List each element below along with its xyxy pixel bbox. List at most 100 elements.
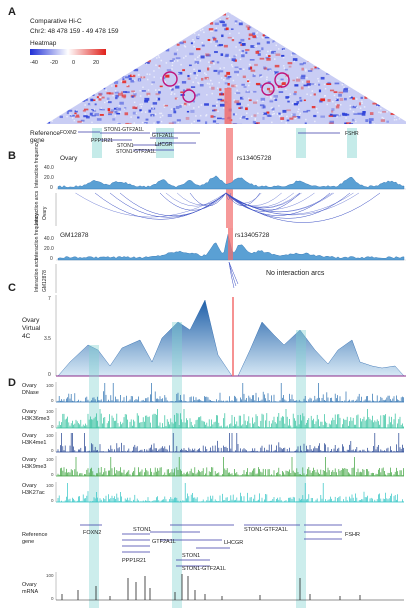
heatmap-cell [192,38,194,41]
heatmap-cell [90,81,92,84]
heatmap-cell [237,14,240,17]
heatmap-cell [335,98,337,101]
heatmap-cell [213,63,215,65]
heatmap-cell [393,34,395,36]
heatmap-cell [112,60,115,62]
heatmap-cell [201,28,204,31]
heatmap-cell [48,79,52,82]
heatmap-cell [144,123,147,124]
heatmap-cell [78,34,81,37]
heatmap-cell [268,30,273,33]
heatmap-cell [192,100,195,103]
heatmap-cell [239,117,242,120]
heatmap-cell [247,27,250,31]
heatmap-cell [112,59,117,62]
heatmap-cell [66,67,71,70]
heatmap-cell [197,106,200,108]
heatmap-cell [170,87,173,90]
heatmap-cell [128,77,132,81]
heatmap-cell [178,71,183,75]
heatmap-cell [173,60,176,62]
heatmap-cell [341,27,345,31]
heatmap-cell [82,39,88,41]
heatmap-cell [267,12,269,14]
heatmap-cell [160,77,162,79]
heatmap-cell [335,105,340,109]
heatmap-cell [93,34,98,37]
freq-ovary-area [57,175,405,190]
heatmap-cell [107,66,110,70]
heatmap-cell [273,97,276,100]
heatmap-cell [76,114,80,117]
heatmap-cell [83,108,89,111]
heatmap-cell [183,18,186,20]
heatmap-cell [110,49,112,51]
heatmap-cell [306,93,308,95]
heatmap-cell [143,31,145,33]
heatmap-cell [198,82,200,85]
heatmap-cell [371,54,373,56]
heatmap-cell [211,86,215,90]
heatmap-cell [52,20,58,23]
heatmap-cell [82,109,86,112]
heatmap-cell [211,60,215,63]
heatmap-cell [171,68,173,70]
heatmap-cell [176,119,181,122]
heatmap-cell [128,48,133,51]
heatmap-cell [146,26,148,29]
heatmap-cell [100,107,102,110]
heatmap-cell [51,120,53,122]
heatmap-cell [339,34,344,37]
heatmap-cell [379,86,383,89]
heatmap-cell [331,29,333,31]
heatmap-cell [175,57,181,60]
heatmap-cell [313,30,316,32]
heatmap-cell [277,72,279,75]
heatmap-cell [301,81,304,83]
heatmap-cell [65,77,68,80]
heatmap-cell [186,110,190,113]
heatmap-cell [273,72,275,74]
heatmap-cell [98,75,100,78]
heatmap-cell [95,73,97,76]
heatmap-cell [373,47,378,51]
heatmap-cell [111,40,114,42]
arcs-axis-label-gm: Interaction arcs [34,257,40,292]
track-min-tick: 0 [51,448,54,453]
heatmap-cell [91,55,96,58]
heatmap-cell [291,102,294,105]
heatmap-cell [59,20,64,24]
heatmap-cell [313,93,316,96]
heatmap-cell [126,85,130,88]
heatmap-cell [54,105,59,108]
heatmap-cell [131,74,133,77]
heatmap-cell [259,74,263,77]
heatmap-cell [193,107,195,109]
heatmap-cell [110,109,115,112]
heatmap-cell [71,39,73,41]
gene-label: STON1-GTF2A1L [116,149,156,155]
heatmap-cell [158,89,160,91]
heatmap-cell [377,71,381,74]
heatmap-cell [69,29,75,32]
heatmap-cell [307,49,309,51]
heatmap-cell [127,42,131,45]
heatmap-cell [63,41,68,45]
heatmap-cell [241,83,245,86]
heatmap-cell [269,100,274,103]
heatmap-cell [270,107,273,109]
heatmap-cell [222,107,225,109]
heatmap-cell [211,92,213,95]
heatmap-cell [209,86,211,88]
heatmap-cell [166,15,171,18]
mrna-min-tick: 0 [51,596,54,601]
heatmap-cell [193,45,195,48]
heatmap-cell [284,68,288,71]
heatmap-cell [278,105,280,107]
heatmap-cell [282,109,287,113]
hic-title: Comparative Hi-C [30,18,82,25]
heatmap-cell [313,63,315,66]
heatmap-cell [307,59,311,62]
heatmap-cell [152,102,158,105]
heatmap-cell [90,73,93,76]
